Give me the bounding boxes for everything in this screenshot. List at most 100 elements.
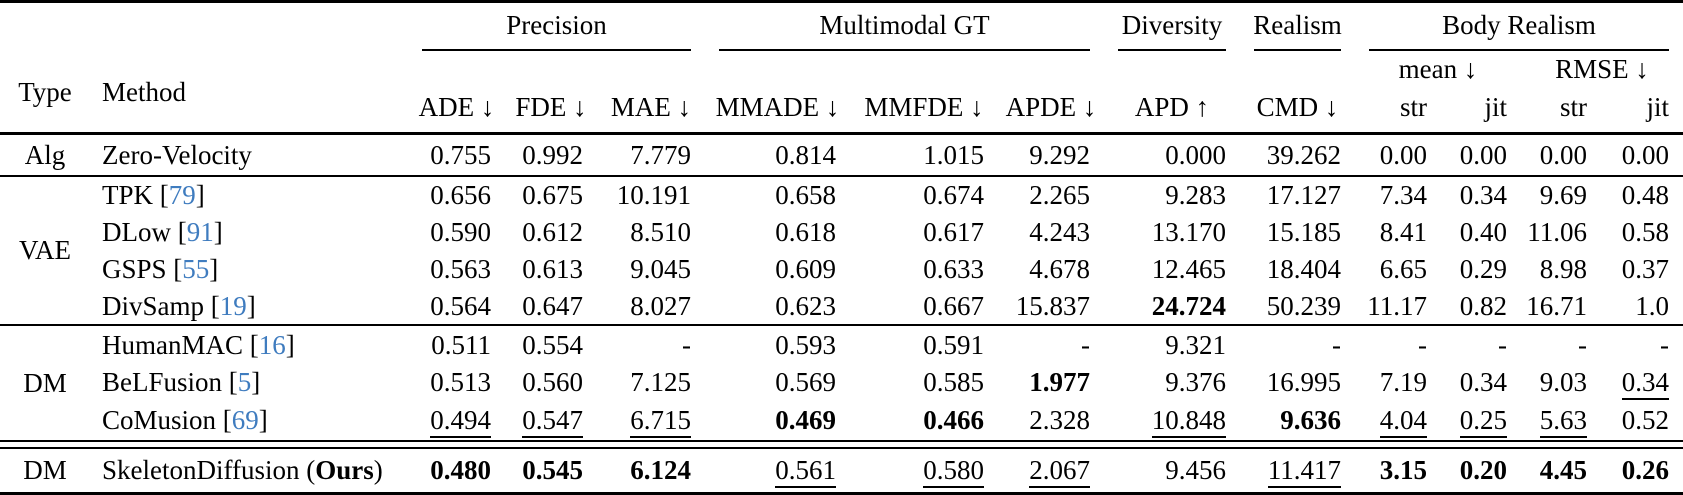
metric-value: 0.612	[522, 216, 583, 247]
metric-value: 0.617	[923, 216, 984, 247]
metric-value: 0.560	[522, 367, 583, 398]
metric-value: 9.283	[1165, 179, 1226, 210]
method-cell: TPK [79]	[102, 179, 205, 210]
double-rule-separator	[0, 439, 1683, 449]
metric-header-row: ADE ↓ FDE ↓ MAE ↓ MMADE ↓ MMFDE ↓ APDE ↓…	[0, 87, 1683, 134]
type-column-header: Type	[18, 77, 72, 107]
metric-value: 0.564	[430, 290, 491, 321]
col-header-cmd: CMD ↓	[1256, 92, 1339, 122]
citation-link[interactable]: 79	[168, 179, 196, 210]
col-header-apd: APD ↑	[1134, 92, 1210, 122]
col-header-mae: MAE ↓	[610, 92, 692, 122]
table-row: GSPS [55] 0.563 0.613 9.045 0.609 0.633 4.678 1…	[0, 251, 1683, 288]
metric-value: 0.82	[1459, 290, 1507, 321]
metric-value: 0.58	[1621, 216, 1669, 247]
metric-value: 0.561	[705, 448, 850, 494]
citation-link[interactable]: 5	[237, 367, 252, 398]
metric-value: 0.52	[1621, 405, 1669, 436]
group-header-multimodal-gt: Multimodal GT	[705, 2, 1104, 54]
metric-value: 0.618	[775, 216, 836, 247]
metric-value: 13.170	[1151, 216, 1226, 247]
metric-value: 0.469	[775, 405, 836, 436]
col-header-mean-str: str	[1400, 92, 1427, 122]
metric-value: 0.513	[430, 367, 491, 398]
metric-value: 0.20	[1459, 454, 1507, 485]
metric-value: 0.569	[775, 367, 836, 398]
metric-value: 0.658	[775, 179, 836, 210]
metric-value: 0.992	[522, 139, 583, 170]
col-header-mean-jit: jit	[1484, 92, 1507, 122]
citation-link[interactable]: 91	[186, 216, 214, 247]
metric-value: 8.41	[1379, 216, 1427, 247]
table-row: DLow [91] 0.590 0.612 8.510 0.618 0.617 4.243 1…	[0, 213, 1683, 250]
metric-value: 0.547	[505, 402, 597, 440]
metric-value: 9.456	[1165, 454, 1226, 485]
metric-value: 0.633	[923, 253, 984, 284]
metric-value: 2.067	[998, 448, 1104, 494]
subgroup-spacer	[408, 54, 1355, 87]
metric-value: 15.185	[1266, 216, 1341, 247]
citation-link[interactable]: 69	[231, 405, 259, 436]
metric-value: 8.510	[630, 216, 691, 247]
metric-value: 0.580	[850, 448, 998, 494]
metric-value: 0.34	[1601, 364, 1683, 402]
citation-link[interactable]: 16	[258, 329, 286, 360]
metric-value: 6.124	[630, 454, 691, 485]
col-header-mmade: MMADE ↓	[715, 92, 840, 122]
metric-value: 0.00	[1539, 139, 1587, 170]
subgroup-header-mean: mean ↓	[1398, 53, 1478, 84]
metric-value: 4.45	[1539, 454, 1587, 485]
group-header-realism: Realism	[1240, 2, 1355, 54]
row-group-type-label: VAE	[18, 235, 71, 266]
metric-value: 0.37	[1621, 253, 1669, 284]
col-header-rmse-str: str	[1560, 92, 1587, 122]
metric-value: 8.98	[1539, 253, 1587, 284]
col-header-apde: APDE ↓	[1005, 92, 1097, 122]
group-header-diversity: Diversity	[1104, 2, 1240, 54]
citation-link[interactable]: 19	[219, 290, 247, 321]
metric-value: 9.636	[1280, 405, 1341, 436]
col-header-fde: FDE ↓	[515, 92, 587, 122]
group-underline-rule	[719, 48, 1090, 51]
method-cell: GSPS [55]	[102, 253, 219, 284]
ours-label: Ours	[315, 454, 374, 485]
metric-value: -	[1498, 329, 1507, 360]
group-header-row: Type Method Precision Multimodal GT Dive…	[0, 2, 1683, 107]
metric-value: 3.15	[1379, 454, 1427, 485]
metric-value: 9.292	[1029, 139, 1090, 170]
metric-value: 0.609	[775, 253, 836, 284]
group-label: Multimodal GT	[819, 9, 990, 40]
metric-value: 1.0	[1635, 290, 1669, 321]
metric-value: 16.995	[1266, 367, 1341, 398]
row-group-type-label: DM	[23, 454, 67, 485]
method-cell: BeLFusion [5]	[102, 367, 261, 398]
metric-value: 0.590	[430, 216, 491, 247]
group-underline-rule	[422, 48, 691, 51]
col-header-mmfde: MMFDE ↓	[864, 92, 984, 122]
metric-value: 6.65	[1379, 253, 1427, 284]
metric-value: 9.045	[630, 253, 691, 284]
metric-value: 0.591	[923, 329, 984, 360]
metric-value: 9.03	[1539, 367, 1587, 398]
table-row: DM HumanMAC [16] 0.511 0.554 - 0.593 0.591 - 9.3…	[0, 325, 1683, 398]
metric-value: 0.25	[1441, 402, 1521, 440]
row-group-type-label: DM	[23, 367, 67, 398]
metric-value: 16.71	[1526, 290, 1587, 321]
method-cell: SkeletonDiffusion (Ours)	[102, 454, 383, 485]
method-cell: Zero-Velocity	[102, 139, 252, 170]
metric-value: 0.00	[1621, 139, 1669, 170]
metric-value: 0.613	[522, 253, 583, 284]
metric-value: 4.04	[1355, 402, 1441, 440]
group-label: Realism	[1253, 9, 1342, 40]
method-column-header: Method	[102, 77, 186, 107]
metric-value: -	[1332, 329, 1341, 360]
subgroup-header-row: mean ↓ RMSE ↓	[0, 54, 1683, 87]
citation-link[interactable]: 55	[182, 253, 210, 284]
metric-value: -	[1578, 329, 1587, 360]
metric-value: 9.376	[1165, 367, 1226, 398]
metric-value: 0.48	[1621, 179, 1669, 210]
metric-value: 1.015	[923, 139, 984, 170]
metric-value: 0.494	[408, 402, 505, 440]
